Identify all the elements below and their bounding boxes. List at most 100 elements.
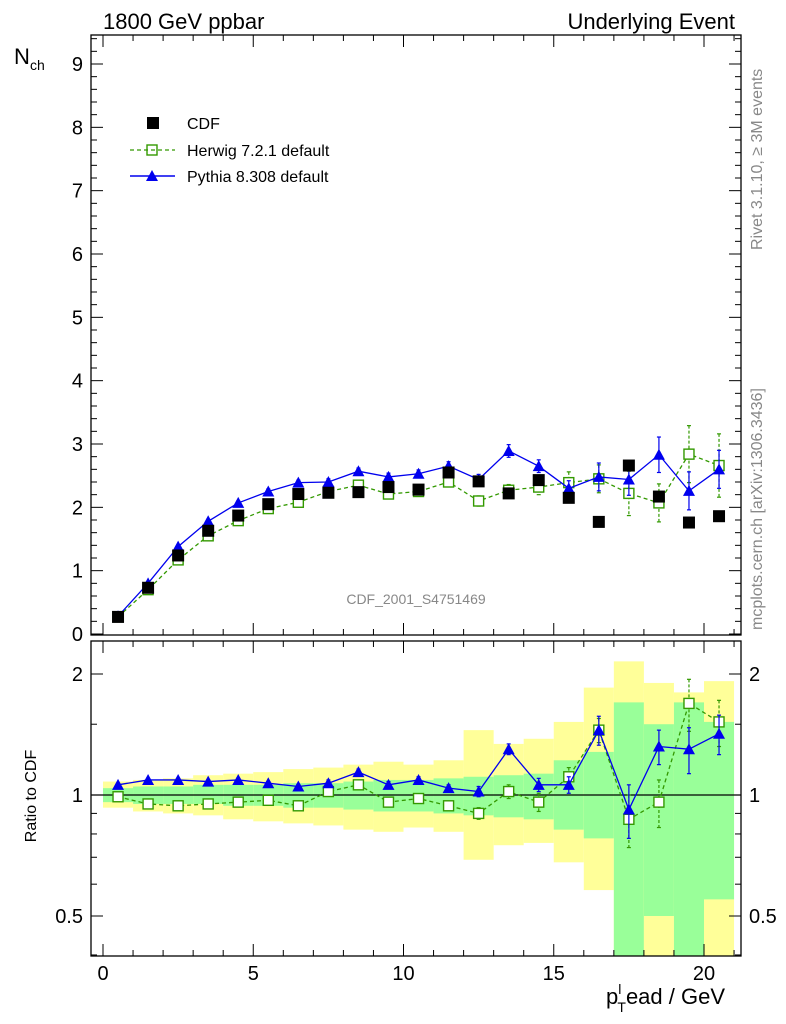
analysis-label: CDF_2001_S4751469 (346, 591, 486, 607)
data-point-pythia (262, 485, 275, 497)
data-point-herwig (533, 796, 545, 808)
data-point-herwig (232, 796, 244, 808)
data-point-cdf (352, 486, 365, 499)
data-point-pythia (652, 448, 665, 460)
x-tick-label: 20 (693, 963, 715, 985)
y-tick-label: 8 (72, 117, 83, 139)
data-point-cdf (682, 516, 695, 529)
y-tick-label: 2 (72, 497, 83, 519)
data-point-pythia (232, 496, 245, 508)
series-line (117, 453, 720, 618)
main-frame (90, 34, 742, 636)
legend-herwig-marker (146, 144, 158, 156)
data-point-pythia (562, 778, 575, 790)
data-point-pythia (442, 782, 455, 794)
data-point-pythia (502, 444, 515, 456)
data-point-cdf (322, 486, 335, 499)
data-point-cdf (202, 524, 215, 537)
data-point-pythia (322, 476, 335, 487)
y-tick-label: 1 (72, 561, 83, 583)
header-right: Underlying Event (567, 9, 735, 34)
data-point-herwig (683, 697, 695, 710)
x-tick-label: 10 (392, 963, 414, 985)
data-point-pythia (292, 780, 305, 792)
data-point-herwig (262, 794, 274, 807)
data-point-pythia (592, 724, 605, 736)
data-point-herwig (412, 792, 425, 805)
data-point-cdf (412, 483, 425, 496)
main-data (112, 425, 726, 623)
data-point-herwig (142, 798, 154, 810)
data-point-pythia (532, 778, 545, 790)
rivet-label: Rivet 3.1.10, ≥ 3M events (749, 69, 766, 250)
data-point-pythia (472, 785, 485, 797)
y-tick-label: 9 (72, 54, 83, 76)
data-point-herwig (382, 796, 395, 808)
ratio-data (112, 678, 726, 849)
y-tick-label: 4 (72, 371, 83, 393)
x-axis-label-rest: ead / GeV (626, 984, 725, 1009)
legend-pythia-marker (146, 170, 158, 181)
ratio-y-tick-label-right: 1 (749, 785, 760, 807)
data-point-pythia (382, 470, 395, 482)
data-point-pythia (322, 777, 335, 789)
x-axis-label-sub: T (617, 999, 626, 1015)
data-point-cdf (652, 490, 665, 503)
data-point-pythia (172, 773, 185, 785)
data-point-pythia (232, 773, 245, 785)
data-point-herwig (472, 495, 485, 507)
data-point-herwig (112, 791, 124, 803)
data-point-herwig (472, 807, 485, 820)
data-point-cdf (502, 487, 515, 500)
data-point-herwig (352, 779, 365, 791)
data-point-pythia (352, 766, 365, 778)
data-point-pythia (682, 743, 695, 755)
legend-pythia-label: Pythia 8.308 default (187, 169, 329, 186)
data-point-pythia (412, 467, 425, 479)
x-tick-label: 5 (248, 963, 259, 985)
data-point-pythia (532, 460, 545, 472)
data-point-pythia (622, 473, 635, 485)
data-point-herwig (202, 798, 214, 810)
y-tick-label: 3 (72, 434, 83, 456)
legend-cdf-label: CDF (187, 116, 220, 133)
data-point-pythia (202, 775, 215, 787)
x-axis-label: pl Tead / GeV (606, 981, 725, 1015)
y-tick-label: 7 (72, 181, 83, 203)
data-point-pythia (713, 727, 726, 739)
data-point-cdf (292, 488, 305, 501)
band-inner (193, 784, 224, 804)
x-axis-label-p: p (606, 984, 618, 1009)
axes-frames (90, 34, 742, 957)
data-point-cdf (713, 510, 726, 523)
data-point-cdf (382, 481, 395, 494)
legend-cdf-marker (147, 117, 159, 129)
y-axis-label-subscript: ch (30, 57, 45, 73)
data-point-herwig (502, 785, 515, 798)
data-point-pythia (652, 740, 665, 752)
x-axis-label-sup: l (618, 981, 621, 997)
data-point-cdf (442, 466, 455, 479)
data-point-pythia (262, 777, 275, 789)
axes-ticks: 0 1 2 3 4 5 6 7 8 9 0 5 10 15 20 0.5 0.5 1 1 2 2 (55, 35, 777, 985)
data-point-pythia (292, 476, 305, 488)
data-point-cdf (172, 549, 185, 562)
ratio-y-tick-label-right: 2 (749, 664, 760, 686)
data-point-pythia (172, 540, 185, 552)
data-point-pythia (682, 484, 695, 496)
legend-herwig-label: Herwig 7.2.1 default (187, 143, 330, 160)
data-point-cdf (592, 515, 605, 528)
ratio-y-tick-label: 0.5 (55, 906, 83, 928)
data-point-cdf (472, 475, 485, 488)
data-point-pythia (382, 778, 395, 790)
data-point-pythia (412, 773, 425, 785)
x-tick-label: 0 (97, 963, 108, 985)
y-tick-label: 5 (72, 307, 83, 329)
data-point-herwig (653, 796, 665, 808)
data-point-herwig (442, 800, 455, 812)
data-point-cdf (112, 610, 125, 623)
data-point-herwig (683, 448, 695, 460)
ratio-frame (90, 640, 742, 957)
data-point-cdf (532, 474, 545, 487)
